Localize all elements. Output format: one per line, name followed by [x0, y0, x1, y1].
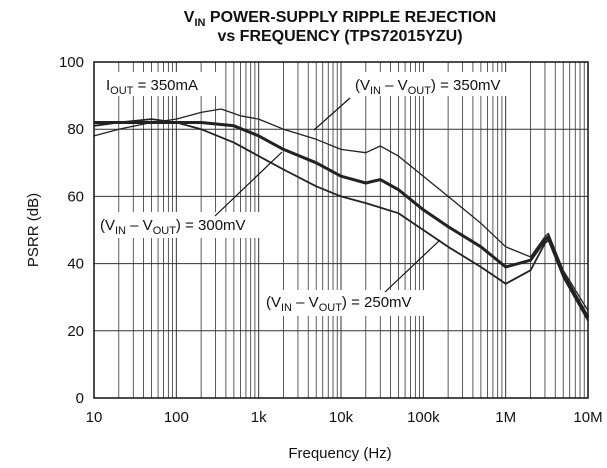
text-part: IN	[281, 302, 292, 314]
x-tick-label: 10	[86, 409, 103, 426]
label-bg	[102, 72, 222, 96]
x-tick-label: 100k	[407, 409, 440, 426]
text-part: V	[184, 9, 195, 26]
arrow	[214, 151, 283, 217]
lines	[93, 108, 590, 322]
y-tick-label: 60	[67, 188, 84, 205]
text-part: (V	[100, 217, 115, 234]
y-tick-label: 20	[67, 323, 84, 340]
text-part: – V	[292, 294, 319, 311]
y-tick-label: 40	[67, 256, 84, 273]
chart-title: vs FREQUENCY (TPS72015YZU)	[217, 28, 462, 45]
text-part: = 350mA	[133, 77, 198, 94]
label-bg	[262, 290, 442, 316]
text-part: OUT	[319, 302, 343, 314]
text-part: OUT	[408, 85, 432, 97]
label-bg	[97, 212, 277, 238]
text-part: OUT	[153, 225, 177, 237]
x-tick-label: 1k	[251, 409, 267, 426]
text-part: IN	[115, 225, 126, 237]
plot-frame	[93, 61, 589, 399]
series-line	[93, 108, 589, 311]
y-axis-label: PSRR (dB)	[25, 193, 42, 267]
text-part: POWER-SUPPLY RIPPLE REJECTION	[205, 9, 496, 26]
y-tick-label: 100	[59, 54, 84, 71]
x-tick-label: 100	[164, 409, 189, 426]
text-part: OUT	[110, 85, 134, 97]
arrow	[384, 239, 441, 293]
text-part: (V	[266, 294, 281, 311]
text-part: vs FREQUENCY (TPS72015YZU)	[217, 28, 462, 45]
text-part: IN	[194, 17, 205, 29]
text-part: – V	[381, 77, 408, 94]
y-tick-label: 80	[67, 121, 84, 138]
x-axis-label: Frequency (Hz)	[288, 445, 391, 462]
x-tick-label: 10k	[329, 409, 354, 426]
x-tick-label: 1M	[495, 409, 516, 426]
text-part: I	[106, 77, 110, 94]
text-part: ) = 300mV	[176, 217, 246, 234]
text-part: IN	[370, 85, 381, 97]
annotation: IOUT = 350mA	[106, 77, 198, 97]
y-tick-label: 0	[76, 390, 84, 407]
text-part: – V	[126, 217, 153, 234]
annotation: (VIN – VOUT) = 250mV	[266, 294, 412, 314]
annotation: (VIN – VOUT) = 300mV	[100, 217, 246, 237]
text-part: (V	[355, 77, 370, 94]
annotation: (VIN – VOUT) = 350mV	[355, 77, 501, 97]
text-part: ) = 250mV	[342, 294, 412, 311]
arrow	[313, 97, 351, 131]
chart-title: VIN POWER-SUPPLY RIPPLE REJECTION	[184, 9, 496, 29]
x-tick-label: 10M	[573, 409, 602, 426]
series-line	[94, 121, 590, 319]
label-bg	[350, 72, 528, 96]
series-line	[93, 118, 589, 322]
text-part: ) = 350mV	[431, 77, 501, 94]
